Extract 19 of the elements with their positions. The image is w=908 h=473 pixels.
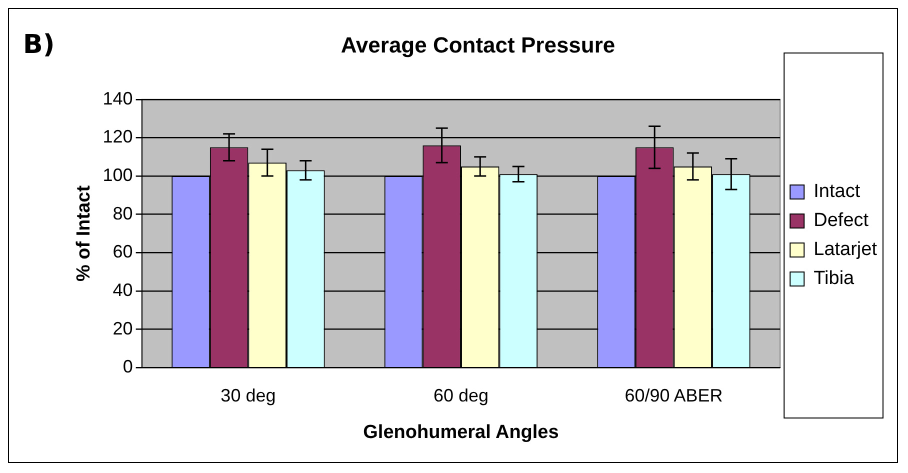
legend-label: Intact xyxy=(814,181,861,202)
y-axis-title: % of Intact xyxy=(74,184,95,282)
y-tick-label: 40 xyxy=(112,280,133,300)
y-tick-label: 100 xyxy=(102,164,133,185)
legend-label: Defect xyxy=(814,210,870,232)
y-tick-label: 60 xyxy=(112,242,133,262)
chart-title: Average Contact Pressure xyxy=(340,32,616,58)
legend-label: Tibia xyxy=(814,268,855,290)
legend-label: Latarjet xyxy=(814,239,878,260)
x-tick-label: 60/90 ABER xyxy=(624,385,723,406)
y-tick-label: 140 xyxy=(102,88,133,108)
y-tick-label: 120 xyxy=(102,126,133,147)
y-tick-label: 80 xyxy=(112,203,133,224)
text: B) xyxy=(23,30,55,60)
x-tick-label: 30 deg xyxy=(220,385,276,406)
y-tick-label: 20 xyxy=(112,318,133,338)
x-axis-title: Glenohumeral Angles xyxy=(363,422,559,443)
y-tick-label: 0 xyxy=(122,356,133,377)
x-tick-label: 60 deg xyxy=(433,385,489,406)
